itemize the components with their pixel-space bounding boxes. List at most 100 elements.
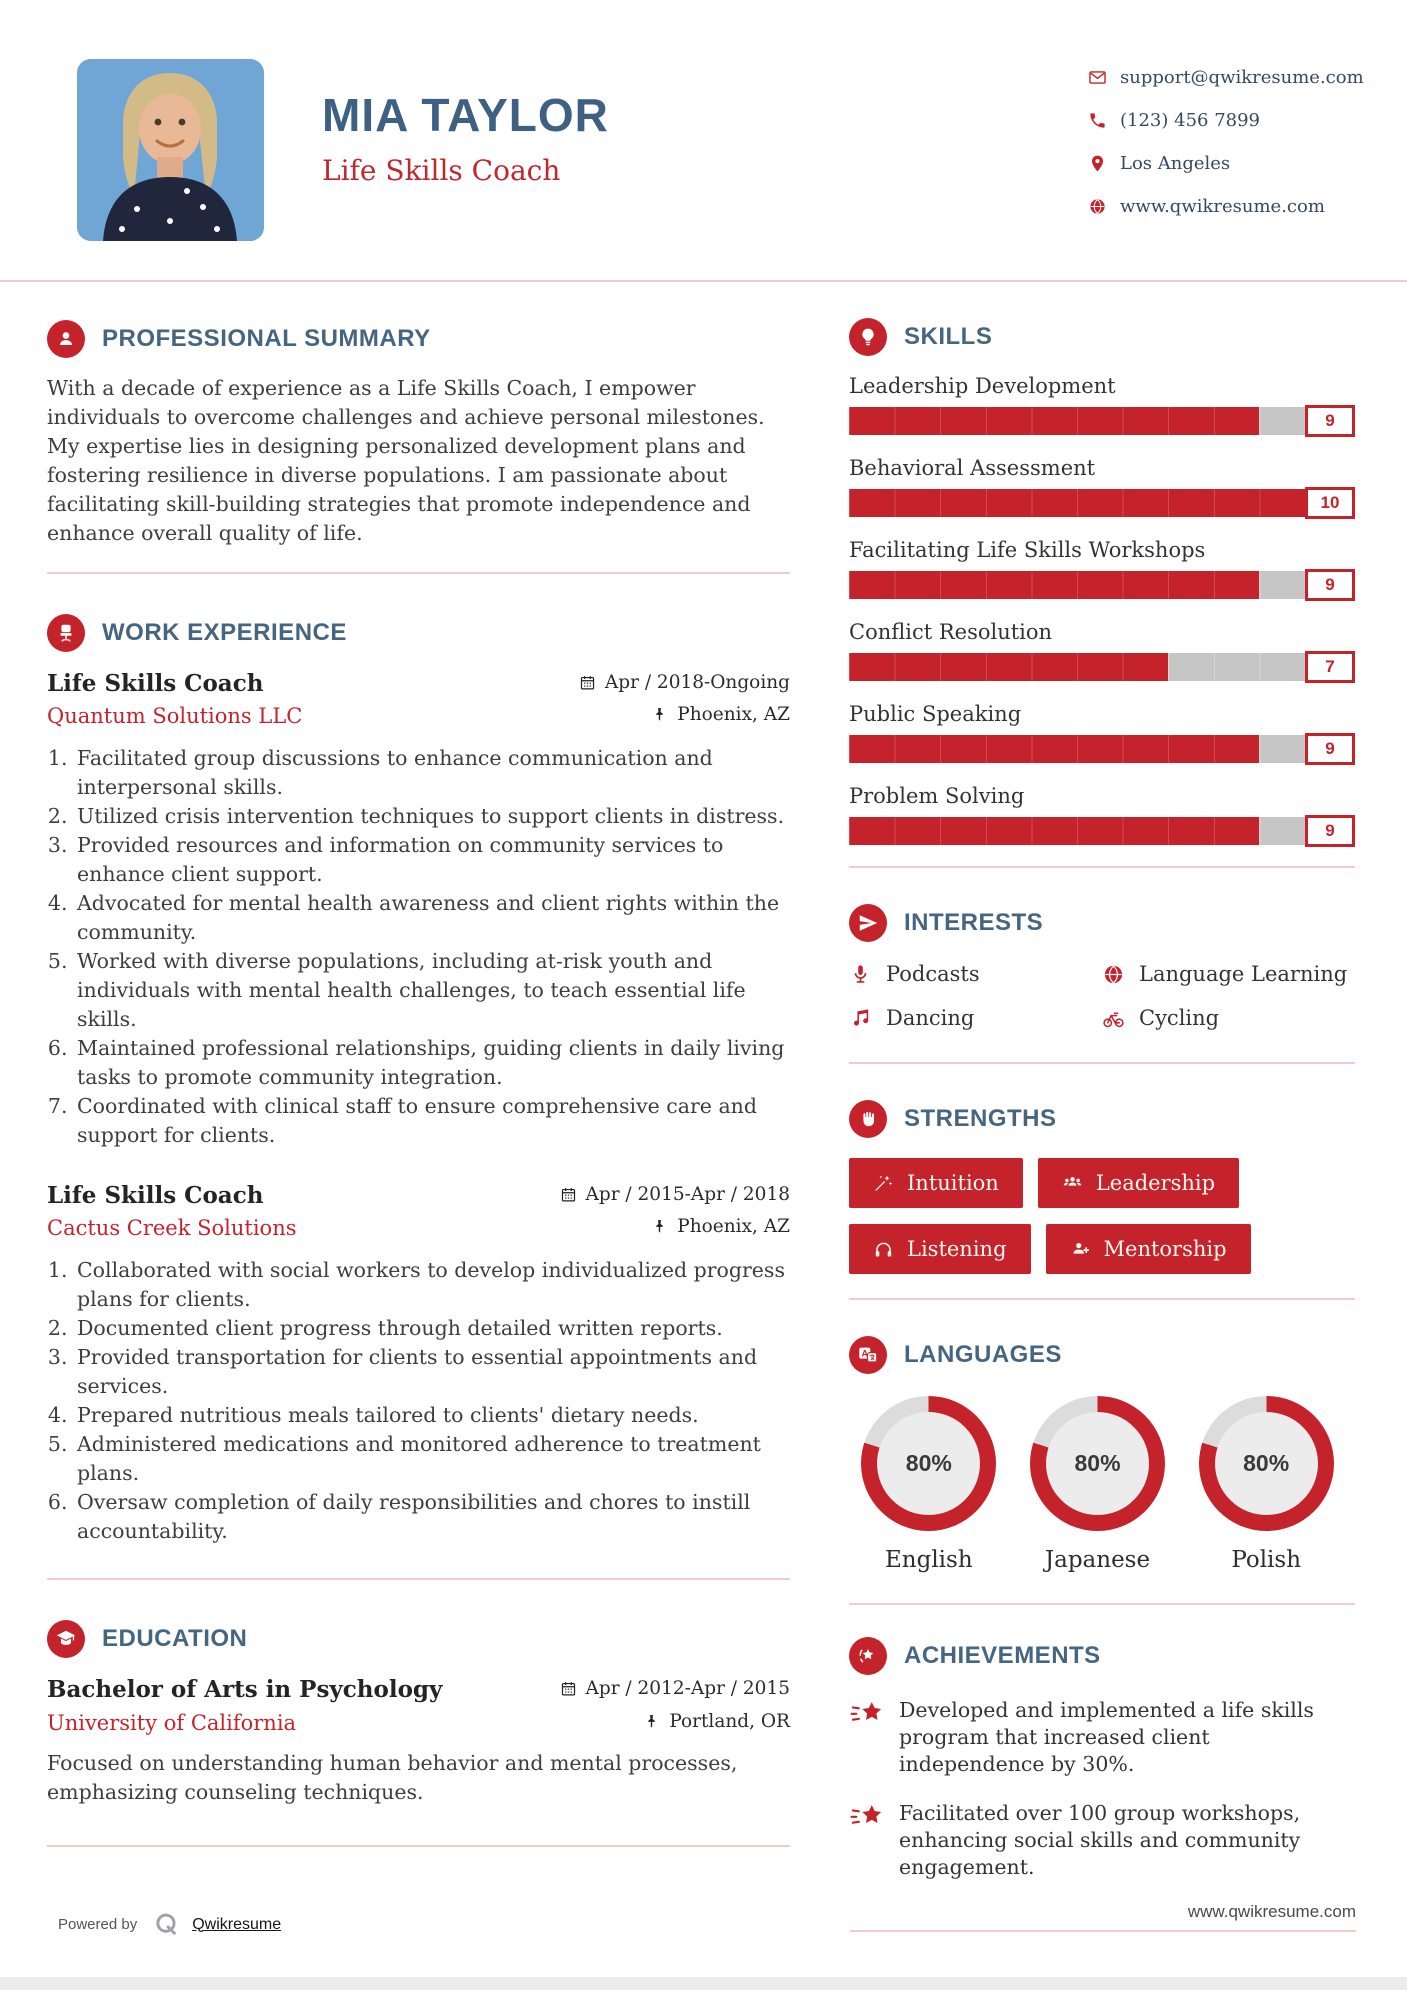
language-item: 80 Polish xyxy=(1186,1396,1346,1573)
person-job-title: Life Skills Coach xyxy=(322,154,561,187)
contact-email-text: support@qwikresume.com xyxy=(1120,67,1364,88)
job-bullet: Worked with diverse populations, includi… xyxy=(74,947,790,1034)
people-icon xyxy=(1063,1176,1082,1186)
job-bullet: Facilitated group discussions to enhance… xyxy=(74,744,790,802)
pushpin-icon xyxy=(648,1715,655,1728)
job-bullet: Provided transportation for clients to e… xyxy=(74,1343,790,1401)
footer-branding: Powered by Qwikresume xyxy=(58,1911,281,1938)
calendar-icon xyxy=(561,1682,575,1696)
job-bullet: Provided resources and information on co… xyxy=(74,831,790,889)
language-progress-ring: 80 xyxy=(861,1396,997,1531)
right-column: SKILLS Leadership Development 9 Behavior… xyxy=(849,282,1355,1903)
education-location: Portland, OR xyxy=(643,1711,790,1732)
interest-label: Language Learning xyxy=(1139,962,1348,986)
microphone-icon xyxy=(854,964,867,983)
strength-badge: Mentorship xyxy=(1045,1224,1251,1274)
contact-website[interactable]: www.qwikresume.com xyxy=(1088,185,1364,228)
job-location: Phoenix, AZ xyxy=(651,1216,790,1237)
headphones-icon xyxy=(875,1242,892,1256)
interest-label: Cycling xyxy=(1139,1006,1220,1030)
strength-label: Mentorship xyxy=(1103,1237,1227,1261)
calendar-icon xyxy=(580,676,595,690)
achievement-item: Facilitated over 100 group workshops, en… xyxy=(849,1800,1355,1881)
job-bullet: Oversaw completion of daily responsibili… xyxy=(74,1488,790,1546)
skill-label: Behavioral Assessment xyxy=(849,456,1096,480)
skill-bar: 9 xyxy=(849,405,1355,437)
section-languages: A LANGUAGES xyxy=(849,1336,1355,1374)
job-dates: Apr / 2018-Ongoing xyxy=(579,672,790,693)
section-title: PROFESSIONAL SUMMARY xyxy=(102,325,431,352)
globe-icon xyxy=(1104,965,1123,983)
section-title: WORK EXPERIENCE xyxy=(102,619,347,646)
divider xyxy=(849,1603,1355,1605)
contact-info: support@qwikresume.com (123) 456 7899 Lo… xyxy=(1088,56,1364,228)
fist-icon xyxy=(849,1100,887,1138)
shooting-star-icon xyxy=(850,1702,882,1721)
footer-website-link[interactable]: www.qwikresume.com xyxy=(850,1902,1356,1932)
section-work-experience: WORK EXPERIENCE xyxy=(47,614,790,652)
profile-photo xyxy=(77,59,264,241)
section-education: EDUCATION xyxy=(47,1620,790,1658)
education-school: University of California xyxy=(47,1711,297,1735)
skill-bar: 9 xyxy=(849,569,1355,601)
skill-label: Facilitating Life Skills Workshops xyxy=(849,538,1206,562)
strength-badge: Listening xyxy=(849,1224,1031,1274)
language-label: Japanese xyxy=(1044,1547,1151,1573)
skill-label: Public Speaking xyxy=(849,702,1022,726)
job-dates: Apr / 2015-Apr / 2018 xyxy=(560,1184,790,1205)
job-bullet-list: Facilitated group discussions to enhance… xyxy=(47,744,790,1150)
divider xyxy=(47,1578,790,1580)
skill-bar: 9 xyxy=(849,733,1355,765)
strength-label: Listening xyxy=(907,1237,1007,1261)
magic-wand-icon xyxy=(875,1174,893,1191)
contact-email[interactable]: support@qwikresume.com xyxy=(1088,56,1364,99)
achievement-item: Developed and implemented a life skills … xyxy=(849,1697,1355,1778)
skill-rating: 9 xyxy=(1305,569,1355,601)
job-company: Cactus Creek Solutions xyxy=(47,1216,297,1240)
language-item: 80 Japanese xyxy=(1018,1396,1178,1573)
star-badge-icon xyxy=(849,1637,887,1675)
powered-by-label: Powered by xyxy=(58,1916,138,1933)
email-icon xyxy=(1088,68,1107,87)
job-bullet: Prepared nutritious meals tailored to cl… xyxy=(74,1401,790,1430)
section-interests: INTERESTS xyxy=(849,904,1355,942)
pushpin-icon xyxy=(656,1220,663,1233)
person-plus-icon xyxy=(1073,1242,1089,1254)
job-bullet: Utilized crisis intervention techniques … xyxy=(74,802,790,831)
skill-rating: 7 xyxy=(1305,651,1355,683)
office-chair-icon xyxy=(47,614,85,652)
music-note-icon xyxy=(853,1008,869,1026)
bicycle-icon xyxy=(1103,1011,1124,1027)
language-percent: 80 xyxy=(1074,1450,1120,1477)
lightbulb-icon xyxy=(849,318,887,356)
section-title: STRENGTHS xyxy=(904,1105,1057,1132)
education-dates: Apr / 2012-Apr / 2015 xyxy=(560,1678,790,1699)
summary-text: With a decade of experience as a Life Sk… xyxy=(47,376,765,545)
calendar-icon xyxy=(561,1188,575,1202)
location-icon xyxy=(1088,154,1107,173)
contact-phone[interactable]: (123) 456 7899 xyxy=(1088,99,1364,142)
job-title: Life Skills Coach xyxy=(47,670,264,697)
skill-item: Leadership Development 9 xyxy=(849,374,1355,437)
profile-photo-illustration xyxy=(77,59,264,241)
education-degree: Bachelor of Arts in Psychology xyxy=(47,1676,443,1703)
education-description: Focused on understanding human behavior … xyxy=(47,1751,738,1804)
resume-header: MIA TAYLOR Life Skills Coach support@qwi… xyxy=(0,0,1407,282)
contact-website-text: www.qwikresume.com xyxy=(1120,196,1325,217)
language-label: Polish xyxy=(1231,1547,1302,1573)
strength-list: Intuition Leadership Listening Mentorshi… xyxy=(849,1158,1355,1290)
qwikresume-brand-link[interactable]: Qwikresume xyxy=(192,1915,282,1933)
skill-label: Problem Solving xyxy=(849,784,1025,808)
svg-text:A: A xyxy=(861,1348,868,1358)
strength-badge: Intuition xyxy=(849,1158,1023,1208)
skill-item: Behavioral Assessment 10 xyxy=(849,456,1355,519)
skill-rating: 9 xyxy=(1305,815,1355,847)
job-bullet: Administered medications and monitored a… xyxy=(74,1430,790,1488)
language-item: 80 English xyxy=(849,1396,1009,1573)
qwikresume-logo-icon xyxy=(156,1913,177,1935)
interest-list: Podcasts Language Learning Dancing Cycli… xyxy=(849,962,1355,1030)
strength-label: Leadership xyxy=(1095,1171,1216,1195)
job-bullet: Maintained professional relationships, g… xyxy=(74,1034,790,1092)
translate-icon: A xyxy=(849,1336,887,1374)
job-entry: Life Skills Coach Apr / 2018-Ongoing Qua… xyxy=(47,670,790,1150)
